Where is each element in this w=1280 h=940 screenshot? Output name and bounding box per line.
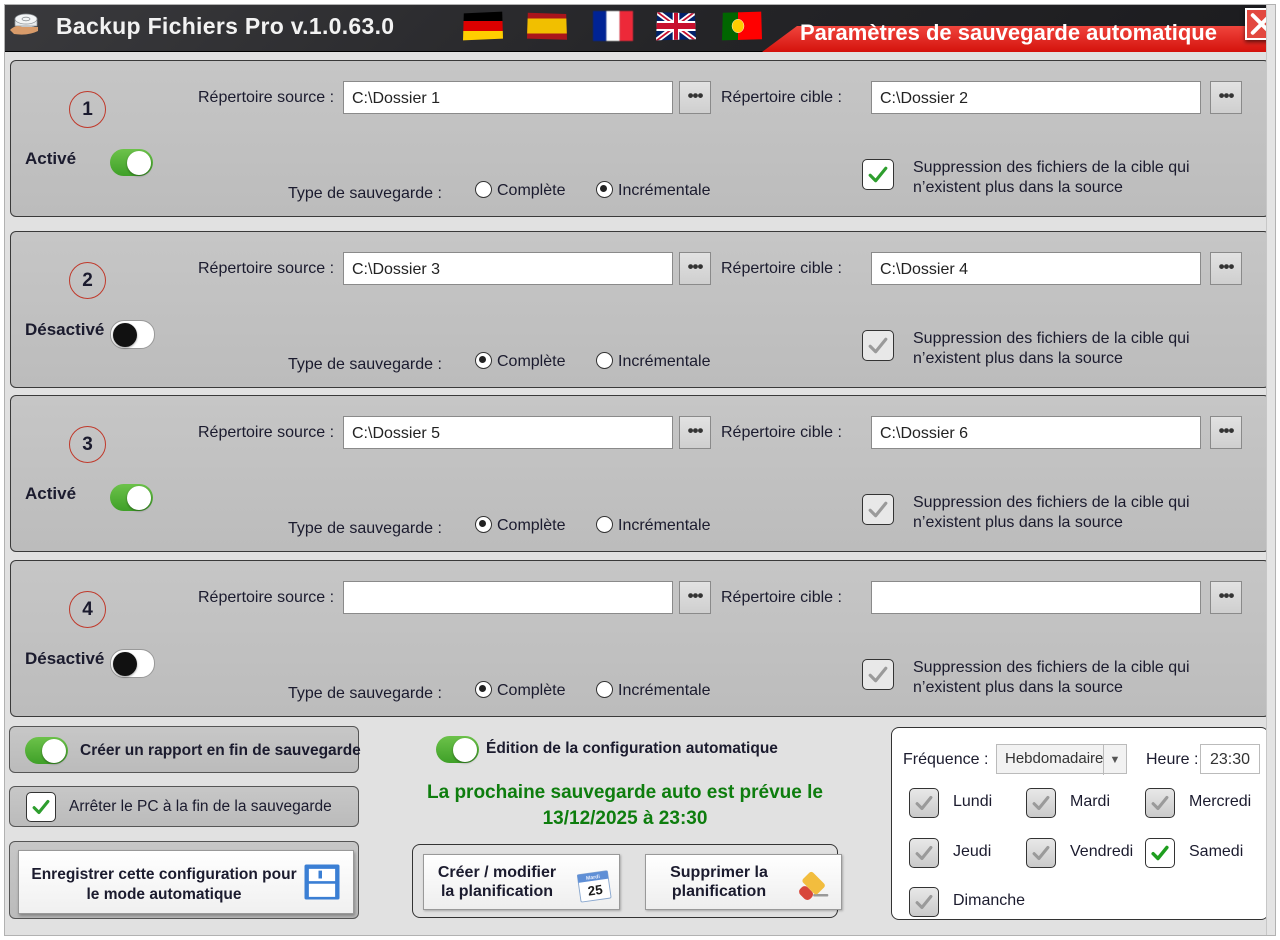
svg-text:25: 25 xyxy=(587,882,604,899)
